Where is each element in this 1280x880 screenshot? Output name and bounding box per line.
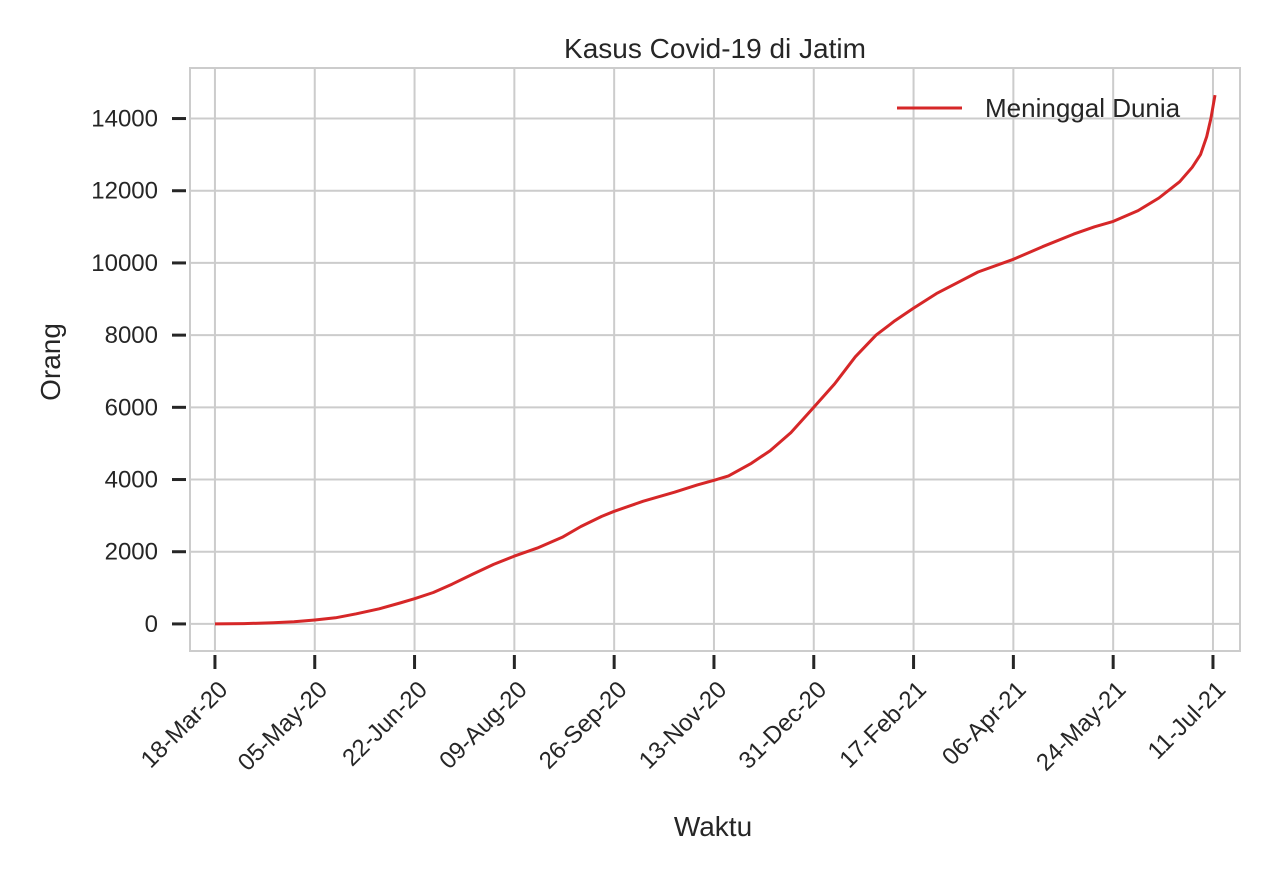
y-tick-label: 4000 xyxy=(105,467,158,494)
y-tick-label: 14000 xyxy=(91,106,158,133)
series-layer xyxy=(214,94,1217,626)
y-tick-label: 2000 xyxy=(105,539,158,566)
legend: Meninggal Dunia xyxy=(897,93,1181,123)
legend-label-meninggal-dunia: Meninggal Dunia xyxy=(985,93,1181,123)
y-axis-ticks: 0 2000 4000 6000 8000 10000 12000 14000 xyxy=(91,106,186,638)
y-tick-label: 0 xyxy=(145,611,158,638)
y-tick-label: 12000 xyxy=(91,178,158,205)
chart-title: Kasus Covid-19 di Jatim xyxy=(564,33,866,64)
series-line-meninggal-dunia xyxy=(214,94,1217,626)
y-tick-label: 8000 xyxy=(105,322,158,349)
y-axis-label: Orang xyxy=(35,323,66,401)
y-tick-label: 10000 xyxy=(91,250,158,277)
x-axis-label: Waktu xyxy=(674,811,752,842)
plot-border xyxy=(189,67,1241,652)
y-tick-label: 6000 xyxy=(105,394,158,421)
plot-frame xyxy=(189,67,1241,652)
